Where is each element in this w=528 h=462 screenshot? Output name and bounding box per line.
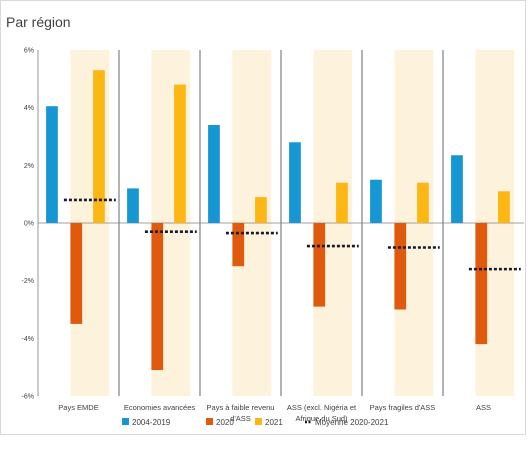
bar-2020 [475, 223, 488, 345]
bar-2021 [498, 191, 510, 223]
y-tick-label: -6% [22, 394, 34, 401]
bar-2021 [174, 84, 186, 223]
bar-2021 [417, 182, 429, 223]
category-label: Pays EMDE [58, 403, 98, 412]
legend-label: 2021 [265, 418, 283, 427]
y-tick-label: 2% [24, 163, 34, 170]
bar-2020 [313, 223, 326, 307]
bar-2020 [70, 223, 83, 324]
bar-2004-2019 [46, 106, 58, 223]
category-label: ASS [476, 403, 491, 412]
y-tick-label: 4% [24, 105, 34, 112]
bar-2021 [255, 197, 267, 223]
category-label: d'ASS [230, 414, 251, 423]
y-tick-label: 6% [24, 48, 34, 55]
category-label: Economies avancées [124, 403, 196, 412]
category-label: Pays à faible revenu [207, 403, 275, 412]
y-tick-label: -2% [22, 278, 34, 285]
legend-label: Moyenne 2020-2021 [315, 418, 389, 427]
bar-2004-2019 [451, 155, 463, 223]
category-label: ASS (excl. Nigéria et [287, 403, 357, 412]
bar-2020 [232, 223, 245, 267]
legend-swatch [206, 418, 213, 425]
chart-title: Par région [6, 14, 71, 30]
category-label: Afrique du Sud) [295, 414, 348, 423]
bar-2004-2019 [208, 124, 220, 223]
legend-swatch [255, 418, 262, 425]
legend-label: 2020 [216, 418, 234, 427]
bar-2004-2019 [289, 142, 301, 223]
legend-label: 2004-2019 [132, 418, 171, 427]
bar-2021 [93, 70, 105, 223]
bar-2020 [394, 223, 407, 310]
bar-2004-2019 [127, 188, 139, 223]
bar-2021 [336, 182, 348, 223]
y-tick-label: 0% [24, 221, 34, 228]
category-label: Pays fragiles d'ASS [370, 403, 436, 412]
bar-2004-2019 [370, 179, 382, 223]
bar-2020 [151, 223, 164, 371]
y-tick-label: -4% [22, 336, 34, 343]
legend-swatch [122, 418, 129, 425]
